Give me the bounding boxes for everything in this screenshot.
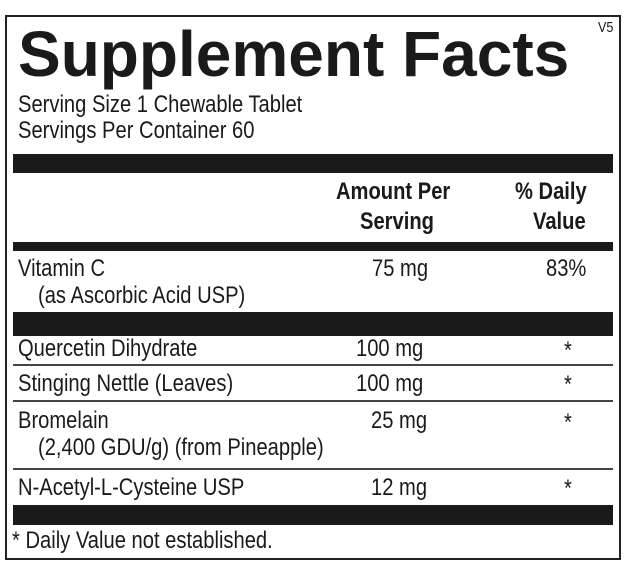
panel-title: Supplement Facts	[18, 18, 570, 90]
serving-size: Serving Size 1 Chewable Tablet	[18, 91, 303, 118]
ingredient-name: N-Acetyl-L-Cysteine USP	[18, 474, 245, 501]
ingredient-name: Bromelain	[18, 407, 109, 434]
ingredient-amount: 100 mg	[356, 370, 424, 397]
header-amount-2: Serving	[360, 208, 434, 235]
ingredient-amount: 100 mg	[356, 335, 424, 362]
divider-bar	[13, 312, 613, 336]
servings-per-container: Servings Per Container 60	[18, 117, 255, 144]
ingredient-dv: 83%	[546, 255, 587, 282]
row-divider	[13, 364, 613, 366]
ingredient-dv: *	[564, 371, 572, 398]
ingredient-dv: *	[564, 409, 572, 436]
ingredient-source: (as Ascorbic Acid USP)	[38, 282, 246, 309]
ingredient-name: Quercetin Dihydrate	[18, 335, 198, 362]
header-dv-2: Value	[533, 208, 586, 235]
divider-bar	[13, 242, 613, 251]
divider-bar	[13, 505, 613, 525]
ingredient-dv: *	[564, 475, 572, 502]
header-dv: % Daily	[515, 178, 587, 205]
ingredient-amount: 12 mg	[371, 474, 428, 501]
ingredient-name: Stinging Nettle (Leaves)	[18, 370, 234, 397]
ingredient-amount: 75 mg	[372, 255, 429, 282]
version-label: V5	[598, 19, 614, 36]
footnote: * Daily Value not established.	[12, 527, 273, 554]
supplement-facts-panel	[5, 15, 621, 560]
row-divider	[13, 400, 613, 402]
row-divider	[13, 468, 613, 470]
ingredient-source: (2,400 GDU/g) (from Pineapple)	[38, 434, 324, 461]
ingredient-amount: 25 mg	[371, 407, 428, 434]
header-amount: Amount Per	[336, 178, 451, 205]
ingredient-name: Vitamin C	[18, 255, 106, 282]
divider-bar	[13, 154, 613, 173]
ingredient-dv: *	[564, 337, 572, 364]
